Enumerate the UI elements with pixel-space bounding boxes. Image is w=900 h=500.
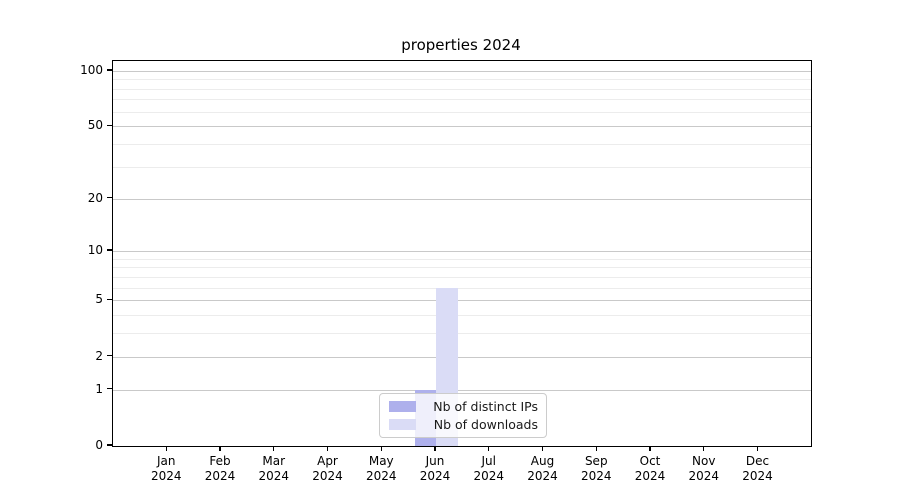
y-tick-label: 0 (95, 438, 103, 452)
x-tick-label: Aug 2024 (516, 454, 570, 484)
month-label: Apr (317, 454, 338, 468)
legend-label: Nb of distinct IPs (433, 399, 538, 414)
gridline-minor (113, 99, 811, 101)
y-tick-label: 50 (87, 118, 103, 133)
legend: Nb of distinct IPs Nb of downloads (379, 393, 547, 438)
year-label: 2024 (634, 469, 666, 483)
y-axis-tick (107, 298, 112, 301)
month-label: Dec (745, 454, 770, 468)
gridline-minor (113, 315, 811, 317)
year-label: 2024 (419, 469, 451, 483)
y-tick-label: 20 (87, 190, 103, 205)
legend-swatch (389, 419, 416, 430)
gridline-minor (113, 258, 811, 260)
gridline-major (113, 126, 811, 128)
gridline-major (113, 356, 811, 358)
month-label: Mar (262, 454, 286, 468)
y-axis-tick (107, 444, 112, 446)
month-label: May (368, 454, 394, 468)
gridline-minor (113, 88, 811, 90)
gridline-major (113, 389, 811, 391)
chart-title: properties 2024 (401, 36, 521, 54)
month-label: Sep (584, 454, 608, 468)
gridline-minor (113, 333, 811, 335)
x-tick-label: Sep 2024 (569, 454, 623, 484)
y-axis-tick (107, 124, 112, 127)
x-axis-tick (649, 446, 651, 452)
gridline-minor (113, 166, 811, 168)
x-tick-label: Apr 2024 (301, 454, 355, 484)
month-label: Jul (481, 454, 496, 468)
month-label: Jun (425, 454, 445, 468)
legend-label: Nb of downloads (433, 417, 538, 432)
gridline-minor (113, 111, 811, 113)
x-tick-label: Mar 2024 (247, 454, 301, 484)
x-tick-label: Feb 2024 (193, 454, 247, 484)
y-axis-tick (107, 196, 112, 199)
legend-swatch (389, 401, 416, 412)
month-label: Nov (692, 454, 716, 468)
x-tick-label: Oct 2024 (623, 454, 677, 484)
gridline-major (113, 70, 811, 72)
month-label: Feb (209, 454, 231, 468)
year-label: 2024 (742, 469, 773, 483)
x-axis-tick (219, 446, 221, 452)
y-axis-tick (107, 354, 112, 357)
gridline-minor (113, 144, 811, 146)
y-axis-tick (107, 387, 112, 390)
year-label: 2024 (473, 469, 505, 483)
plot-area: Nb of distinct IPs Nb of downloads (112, 60, 812, 447)
month-label: Jan (157, 454, 176, 468)
x-tick-label: May 2024 (354, 454, 408, 484)
y-tick-label: 2 (95, 348, 103, 363)
x-tick-label: Dec 2024 (731, 454, 785, 484)
x-axis-tick (488, 446, 490, 452)
gridline-minor (113, 79, 811, 81)
x-axis-tick (165, 446, 167, 452)
month-label: Aug (530, 454, 555, 468)
x-axis-tick (595, 446, 597, 452)
x-axis-tick (434, 446, 436, 452)
year-label: 2024 (688, 469, 720, 483)
year-label: 2024 (527, 469, 558, 483)
year-label: 2024 (204, 469, 236, 483)
x-tick-label: Jul 2024 (462, 454, 516, 484)
gridline-minor (113, 287, 811, 289)
year-label: 2024 (580, 469, 612, 483)
y-tick-label: 5 (95, 292, 103, 307)
gridline-major (113, 300, 811, 302)
gridline-major (113, 251, 811, 253)
x-axis-tick (273, 446, 275, 452)
x-tick-label: Nov 2024 (677, 454, 731, 484)
y-axis-tick (107, 249, 112, 251)
x-axis-tick (756, 446, 759, 452)
y-axis-tick (107, 69, 112, 71)
year-label: 2024 (312, 469, 343, 483)
x-tick-label: Jun 2024 (408, 454, 462, 484)
year-label: 2024 (365, 469, 397, 483)
x-tick-label: Jan 2024 (139, 454, 193, 484)
gridline-minor (113, 267, 811, 269)
y-tick-label: 100 (80, 62, 103, 77)
legend-item: Nb of distinct IPs (389, 399, 538, 414)
x-axis-tick (703, 446, 705, 452)
gridline-major (113, 198, 811, 200)
month-label: Oct (639, 454, 661, 468)
y-tick-label: 10 (87, 243, 103, 258)
legend-item: Nb of downloads (389, 417, 538, 432)
x-axis-tick (380, 446, 382, 452)
x-axis-tick (326, 446, 329, 452)
gridline-minor (113, 276, 811, 278)
year-label: 2024 (150, 469, 182, 483)
y-tick-label: 1 (95, 381, 103, 396)
year-label: 2024 (258, 469, 290, 483)
x-axis-tick (541, 446, 544, 452)
